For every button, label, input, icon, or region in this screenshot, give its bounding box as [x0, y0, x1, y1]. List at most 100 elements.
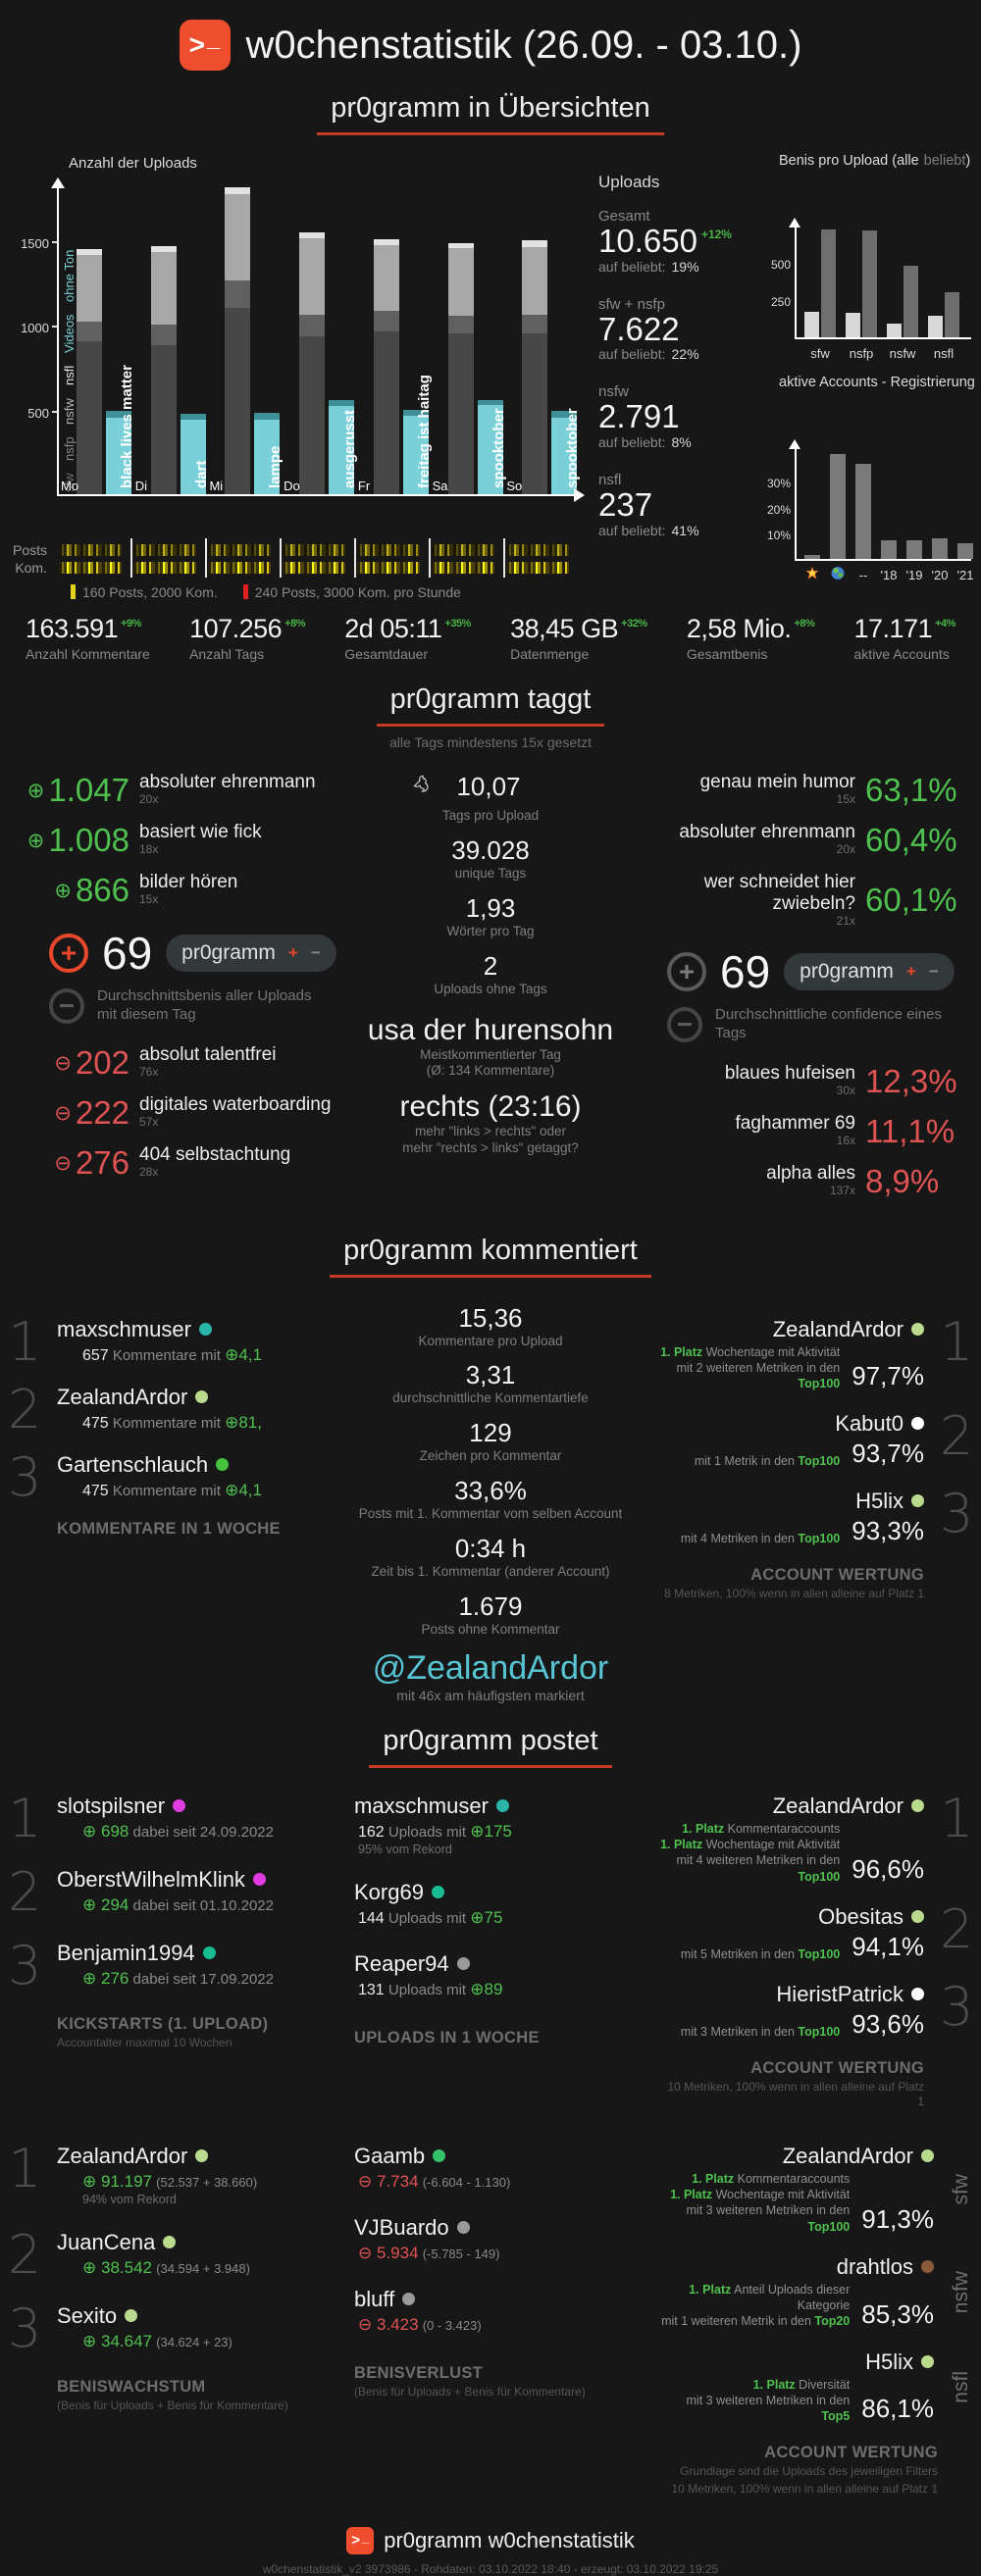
benis-number: 276 [100, 1969, 129, 1989]
account-stats-line: 657 Kommentare mit ⊕4,1 [57, 1345, 262, 1365]
account-status-dot [173, 1798, 186, 1812]
series-beliebt-label: beliebt [923, 153, 966, 169]
account-status-dot [921, 2354, 934, 2368]
tag-benis: ⊖ 276 [14, 1144, 129, 1182]
account-name: ZealandArdor [772, 1793, 904, 1818]
tag-meta: basiert wie fick 18x [139, 822, 262, 859]
stacked-upload-bar [150, 245, 177, 494]
heat-legend: 160 Posts, 2000 Kom. 240 Posts, 3000 Kom… [71, 584, 598, 600]
account-name-line: ZealandArdor [57, 2144, 257, 2169]
bar-segment-nsfl [299, 231, 326, 238]
stacked-upload-bar [447, 243, 474, 494]
metric-lines: 1. Platz Diversität mit 3 weiteren Metri… [660, 2377, 851, 2425]
bar-group: nsfp [846, 230, 877, 361]
account-name-line: Korg69 [354, 1880, 502, 1905]
metric-line: mit 1 weiteren Metrik in den Top20 [660, 2313, 850, 2329]
downvote-circle-icon: − [49, 987, 84, 1024]
top-tag-row: ⊕ 1.008 basiert wie fick 18x [14, 822, 334, 859]
mid-stat: 2 Uploads ohne Tags [334, 951, 647, 998]
pill-minus-button[interactable]: − [928, 962, 939, 981]
kommentare-heat-strip [208, 561, 271, 574]
pill-plus-button[interactable]: + [905, 962, 916, 981]
bar-beliebt [904, 266, 918, 337]
account-status-dot [402, 2292, 416, 2305]
tag-name: alpha alles [766, 1162, 855, 1184]
pill-tag-label: pr0gramm [181, 941, 276, 964]
tag-count: 57x [139, 1114, 159, 1129]
account-stats-line: ⊖ 7.734 (-6.604 - 1.130) [354, 2172, 510, 2192]
bar-alle [887, 324, 902, 337]
metric-lines: mit 3 Metriken in den Top100 [681, 2024, 840, 2040]
rating-line: 1. Platz Diversität mit 3 weiteren Metri… [660, 2377, 934, 2425]
tag-benis-value: 202 [75, 1043, 129, 1081]
links-rechts-stat: rechts (23:16) mehr "links > rechts" oder… [334, 1090, 647, 1157]
account-name: Gaamb [354, 2143, 426, 2168]
kom-strip-row [53, 561, 575, 574]
account-name-line: ZealandArdor [773, 1317, 924, 1342]
top-badge: Top100 [798, 1869, 841, 1884]
account-stats-line: 475 Kommentare mit ⊕4,1 [57, 1481, 262, 1500]
benis-value: ⊕ 91.197 [82, 2171, 152, 2192]
stacked-upload-bar [77, 248, 102, 494]
account-cell: Kabut0 mit 1 Metrik in den Top100 93,7% [695, 1411, 924, 1469]
total-label: Gesamtdauer [344, 646, 429, 662]
account-stats-line: ⊕ 698 dabei seit 24.09.2022 [57, 1822, 274, 1842]
rank-number: 3 [940, 1975, 974, 2038]
account-status-dot [911, 1798, 924, 1812]
postet-block1: 1 slotspilsner ⊕ 698 dabei seit 24.09.20… [0, 1792, 981, 2110]
mid-stat: 1.679 Posts ohne Kommentar [329, 1591, 652, 1639]
uploads-stats-panel: Uploads Gesamt 10.650 +12% auf beliebt: 19… [598, 147, 765, 600]
total-label: Datenmenge [510, 646, 590, 662]
metric-line: mit 4 Metriken in den Top100 [681, 1531, 840, 1546]
bar-segment-nsfw [225, 193, 251, 281]
account-cell: bluff ⊖ 3.423 (0 - 3.423) [354, 2287, 482, 2335]
total-value: 2d 05:11 +35% [344, 614, 471, 644]
upload-day-group: ausgerusst Do [282, 182, 358, 494]
mid-stat: 10,07 Tags pro Upload [334, 772, 647, 825]
total-number: 2,58 Mio. [686, 614, 792, 643]
rank-number: 3 [8, 1935, 42, 1997]
plus-circle-icon: ⊕ [225, 1412, 239, 1433]
stat-label: unique Tags [454, 865, 527, 881]
upload-day-group: spooktober So [504, 182, 581, 494]
account-status-dot [456, 2220, 470, 2234]
filter-label-nsfl: nsfl [950, 2370, 972, 2403]
column-footer: BENISVERLUST (Benis für Uploads + Benis … [354, 2364, 652, 2400]
column-footer-label: ACCOUNT WERTUNG [750, 1566, 924, 1585]
x-tick-label: nsfp [849, 346, 874, 361]
comment-count: 475 [82, 1414, 109, 1432]
record-note: 95% vom Rekord [358, 1842, 452, 1856]
commenter-row: 1 maxschmuser 657 Kommentare mit ⊕4,1 [8, 1315, 321, 1368]
posts-heat-strip [357, 543, 420, 556]
video-bar [254, 413, 281, 494]
plus-circle-icon: ⊕ [82, 2171, 97, 2192]
rank-number: 3 [8, 1446, 42, 1509]
account-rating-row: ZealandArdor 1. Platz Kommentaraccounts … [660, 1792, 973, 1885]
account-cell: HieristPatrick mit 3 Metriken in den Top… [681, 1982, 924, 2040]
plus-circle-icon: ⊕ [225, 1344, 239, 1365]
metric-lines: mit 5 Metriken in den Top100 [681, 1946, 840, 1962]
mid-stat: 3,31 durchschnittliche Kommentartiefe [329, 1360, 652, 1407]
uploads-chart-title: Anzahl der Uploads [69, 155, 197, 172]
page-title: w0chenstatistik (26.09. - 03.10.) [245, 23, 802, 67]
day-separator [280, 538, 282, 578]
metric-line: mit 3 weiteren Metriken in den Top5 [660, 2393, 851, 2425]
account-name: HieristPatrick [776, 1981, 904, 2006]
kommentare-heat-strip [283, 561, 345, 574]
mention-link[interactable]: @ZealandArdor [372, 1648, 609, 1687]
accounts-plot: --'18'19'20'21'22 [789, 439, 973, 582]
account-cell: ZealandArdor 1. Platz Kommentaraccounts … [660, 2144, 934, 2235]
pill-plus-button[interactable]: + [287, 943, 298, 962]
platz-badge: 1. Platz [660, 1344, 703, 1359]
bar-segment-sfw [150, 344, 177, 494]
tag-name: absolut talentfrei [139, 1043, 277, 1065]
account-name-line: H5lix [855, 1489, 924, 1514]
platz-badge: 1. Platz [692, 2171, 735, 2186]
platz-badge: 1. Platz [689, 2282, 732, 2297]
account-name-line: H5lix [865, 2349, 934, 2375]
stat-label: Gesamt [598, 208, 650, 225]
posts-heat-strip [59, 543, 122, 556]
tag-benis: ⊕ 1.047 [14, 772, 129, 809]
pill-minus-button[interactable]: − [310, 943, 321, 962]
x-tick-label: nsfw [889, 346, 916, 361]
